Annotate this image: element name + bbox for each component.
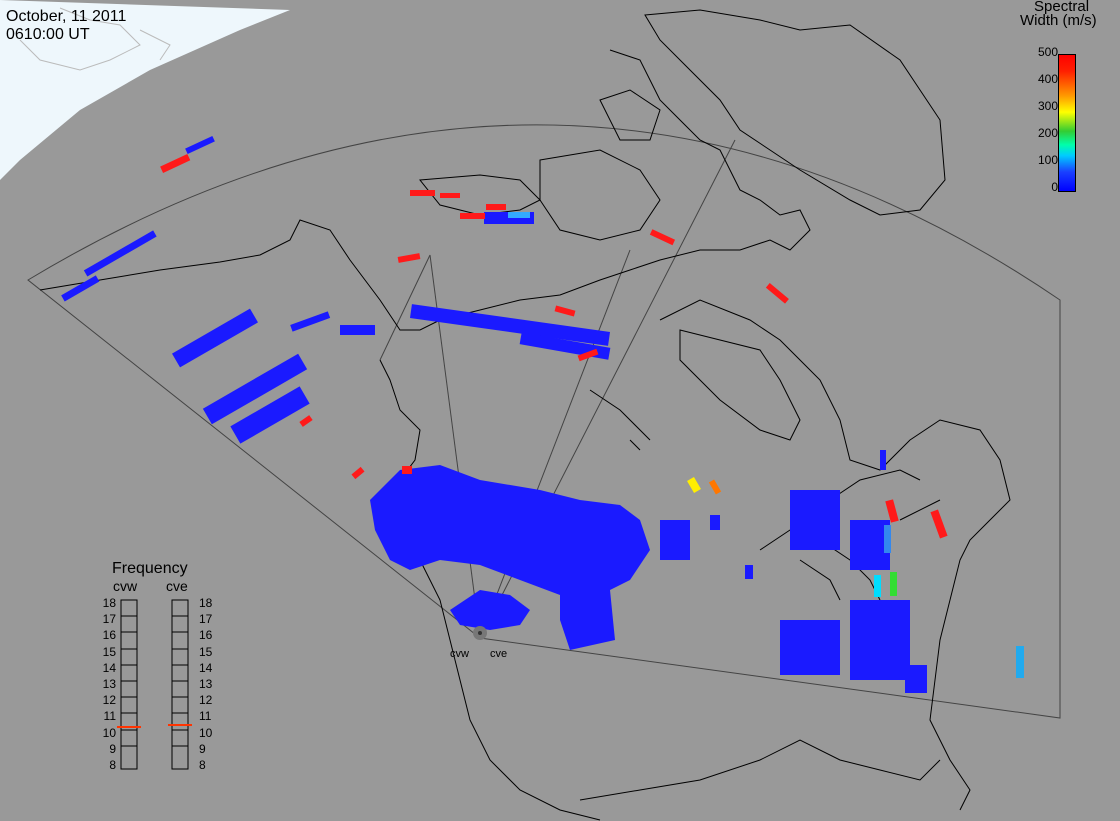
cve-frequency-number: 11 xyxy=(199,709,212,724)
colorbar-tick: 100 xyxy=(1037,153,1058,167)
echo-band-far-1 xyxy=(83,230,157,277)
cvw-frequency-number: 11 xyxy=(103,709,116,724)
cve-frequency-number: 14 xyxy=(199,660,213,675)
echo-red-6 xyxy=(397,253,421,263)
colorbar-tick: 500 xyxy=(1037,45,1058,59)
echo-red-4 xyxy=(460,213,485,219)
cvw-frequency-number: 15 xyxy=(102,644,116,659)
echo-red-5 xyxy=(486,204,506,210)
echo-red-3 xyxy=(440,193,460,198)
colorbar-title-line1: Spectral xyxy=(1034,0,1090,15)
colorbar-title-line2: Width (m/s) xyxy=(1020,12,1097,29)
echo-red-11 xyxy=(299,415,313,427)
echo-band-far-3 xyxy=(185,135,215,155)
echo-band-arctic xyxy=(409,304,611,346)
radar-site-center xyxy=(478,631,482,635)
colorbar-tick: 400 xyxy=(1037,72,1058,86)
echo-mass-south xyxy=(560,590,615,650)
cvw-frequency-number: 17 xyxy=(102,612,116,627)
cve-frequency-number: 12 xyxy=(199,693,213,708)
colorbar-tick: 0 xyxy=(1051,180,1058,194)
echo-east-9 xyxy=(880,450,886,470)
echo-orange-1 xyxy=(708,479,722,495)
cve-frequency-number: 13 xyxy=(199,677,213,691)
ice-coastline xyxy=(19,7,171,71)
echo-red-8 xyxy=(765,282,789,304)
cve-frequency-number: 8 xyxy=(199,758,206,772)
echo-red-13 xyxy=(885,499,899,523)
echo-east-5 xyxy=(905,665,927,693)
cvw-frequency-number: 16 xyxy=(102,628,116,643)
echo-green-1 xyxy=(890,572,897,596)
echo-band-nw-3 xyxy=(230,386,310,444)
echo-mass-central xyxy=(370,465,650,600)
echo-red-1 xyxy=(160,153,191,173)
echo-red-10 xyxy=(577,348,599,362)
colorbar xyxy=(1058,54,1076,192)
cve-frequency-number: 15 xyxy=(199,644,213,659)
cvw-frequency-number: 9 xyxy=(109,741,116,756)
echo-east-3 xyxy=(850,600,910,680)
echo-red-2 xyxy=(410,190,435,196)
echo-cyan-2 xyxy=(874,575,881,597)
time-label: 0610:00 UT xyxy=(6,26,90,43)
frequency-scale-gridlines xyxy=(121,615,188,747)
cve-scale-label: cve xyxy=(166,578,188,594)
echo-returns xyxy=(61,135,1024,693)
echo-cyan-4 xyxy=(884,525,891,553)
echo-east-2 xyxy=(780,620,840,675)
cvw-frequency-number: 10 xyxy=(102,725,116,740)
echo-yellow-1 xyxy=(687,476,701,494)
date-label: October, 11 2011 xyxy=(6,8,127,25)
radar-label-west: cvw xyxy=(450,648,469,660)
echo-cyan-1 xyxy=(508,212,530,218)
field-of-view-boundary xyxy=(27,124,1061,719)
echo-band-nw-1 xyxy=(172,308,258,368)
echo-red-9 xyxy=(554,305,576,317)
echo-red-12 xyxy=(351,466,365,480)
echo-east-7 xyxy=(710,515,720,530)
echo-cyan-3 xyxy=(1016,646,1024,678)
echo-red-7 xyxy=(649,229,676,246)
radar-label-east: cve xyxy=(490,648,508,660)
echo-band-arctic-4 xyxy=(340,325,375,335)
echo-east-6 xyxy=(660,520,690,560)
cvw-frequency-number: 8 xyxy=(109,758,116,772)
coastlines xyxy=(39,9,1011,821)
colorbar-tick: 300 xyxy=(1037,99,1058,113)
colorbar-tick: 200 xyxy=(1037,126,1058,140)
beam-boundary-west-outer xyxy=(379,254,431,361)
frequency-title: Frequency xyxy=(112,560,188,577)
cvw-frequency-number: 18 xyxy=(102,596,116,610)
cvw-scale-label: cvw xyxy=(113,578,138,594)
echo-red-15 xyxy=(402,466,412,474)
cve-frequency-number: 18 xyxy=(199,596,213,610)
polar-ice-region xyxy=(0,0,290,180)
frequency-scales xyxy=(117,599,192,770)
cve-frequency-number: 10 xyxy=(199,725,213,740)
echo-band-arctic-3 xyxy=(290,311,331,332)
echo-east-1 xyxy=(790,490,840,550)
cvw-frequency-number: 14 xyxy=(102,660,116,675)
echo-red-14 xyxy=(930,509,948,539)
frequency-scale-cve xyxy=(171,599,189,770)
echo-east-4 xyxy=(850,520,890,570)
echo-east-8 xyxy=(745,565,753,579)
echo-mass-radar xyxy=(450,590,530,630)
cve-frequency-number: 16 xyxy=(199,628,213,643)
cvw-frequency-number: 13 xyxy=(102,677,116,691)
echo-band-far-2 xyxy=(61,275,100,302)
cve-frequency-number: 17 xyxy=(199,612,213,627)
echo-band-nw-2 xyxy=(202,353,308,425)
frequency-scale-cvw xyxy=(120,599,138,770)
cvw-frequency-number: 12 xyxy=(102,693,116,708)
cve-frequency-number: 9 xyxy=(199,741,206,756)
